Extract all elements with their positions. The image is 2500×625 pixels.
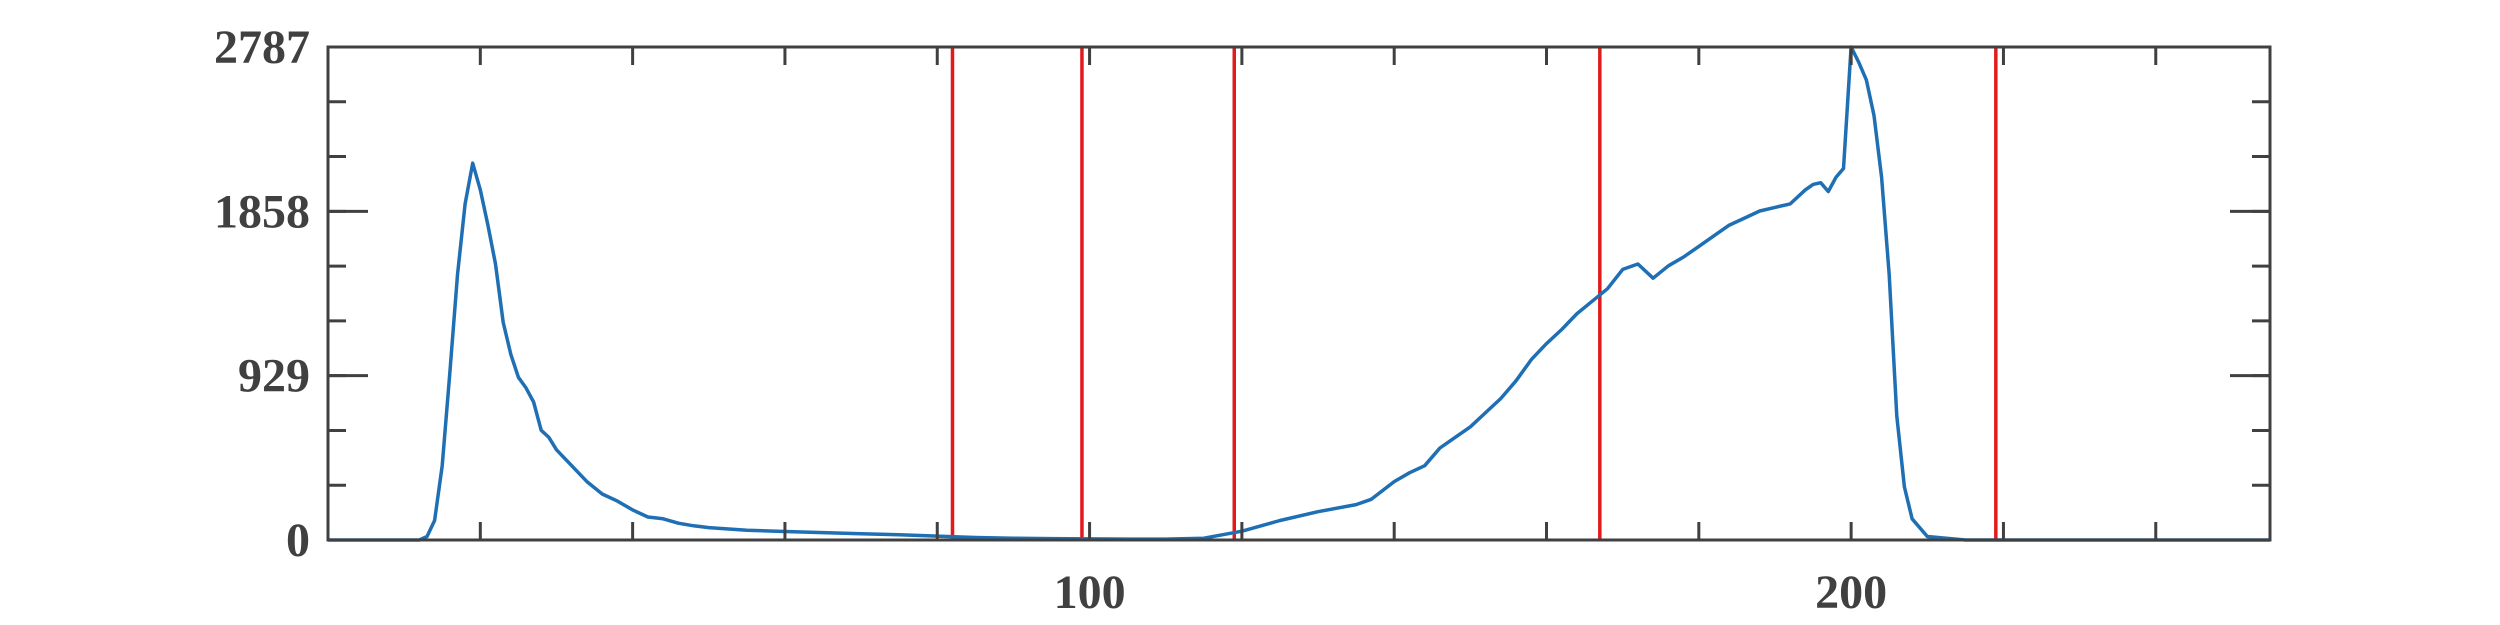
series-layer — [328, 45, 2270, 542]
y-tick-label: 2787 — [214, 21, 310, 74]
y-tick-label: 1858 — [214, 185, 310, 238]
x-tick-label: 100 — [1054, 566, 1126, 619]
vertical-marker-lines — [950, 47, 1998, 540]
axis-tick-labels: 0 929 1858 2787 100 200 — [214, 21, 1887, 619]
plot-area-frame — [326, 45, 2272, 542]
series-line-0 — [328, 45, 2270, 542]
y-tick-label: 929 — [238, 350, 310, 403]
y-tick-label: 0 — [286, 514, 310, 567]
axis-ticks — [328, 45, 2270, 542]
x-tick-label: 200 — [1815, 566, 1887, 619]
